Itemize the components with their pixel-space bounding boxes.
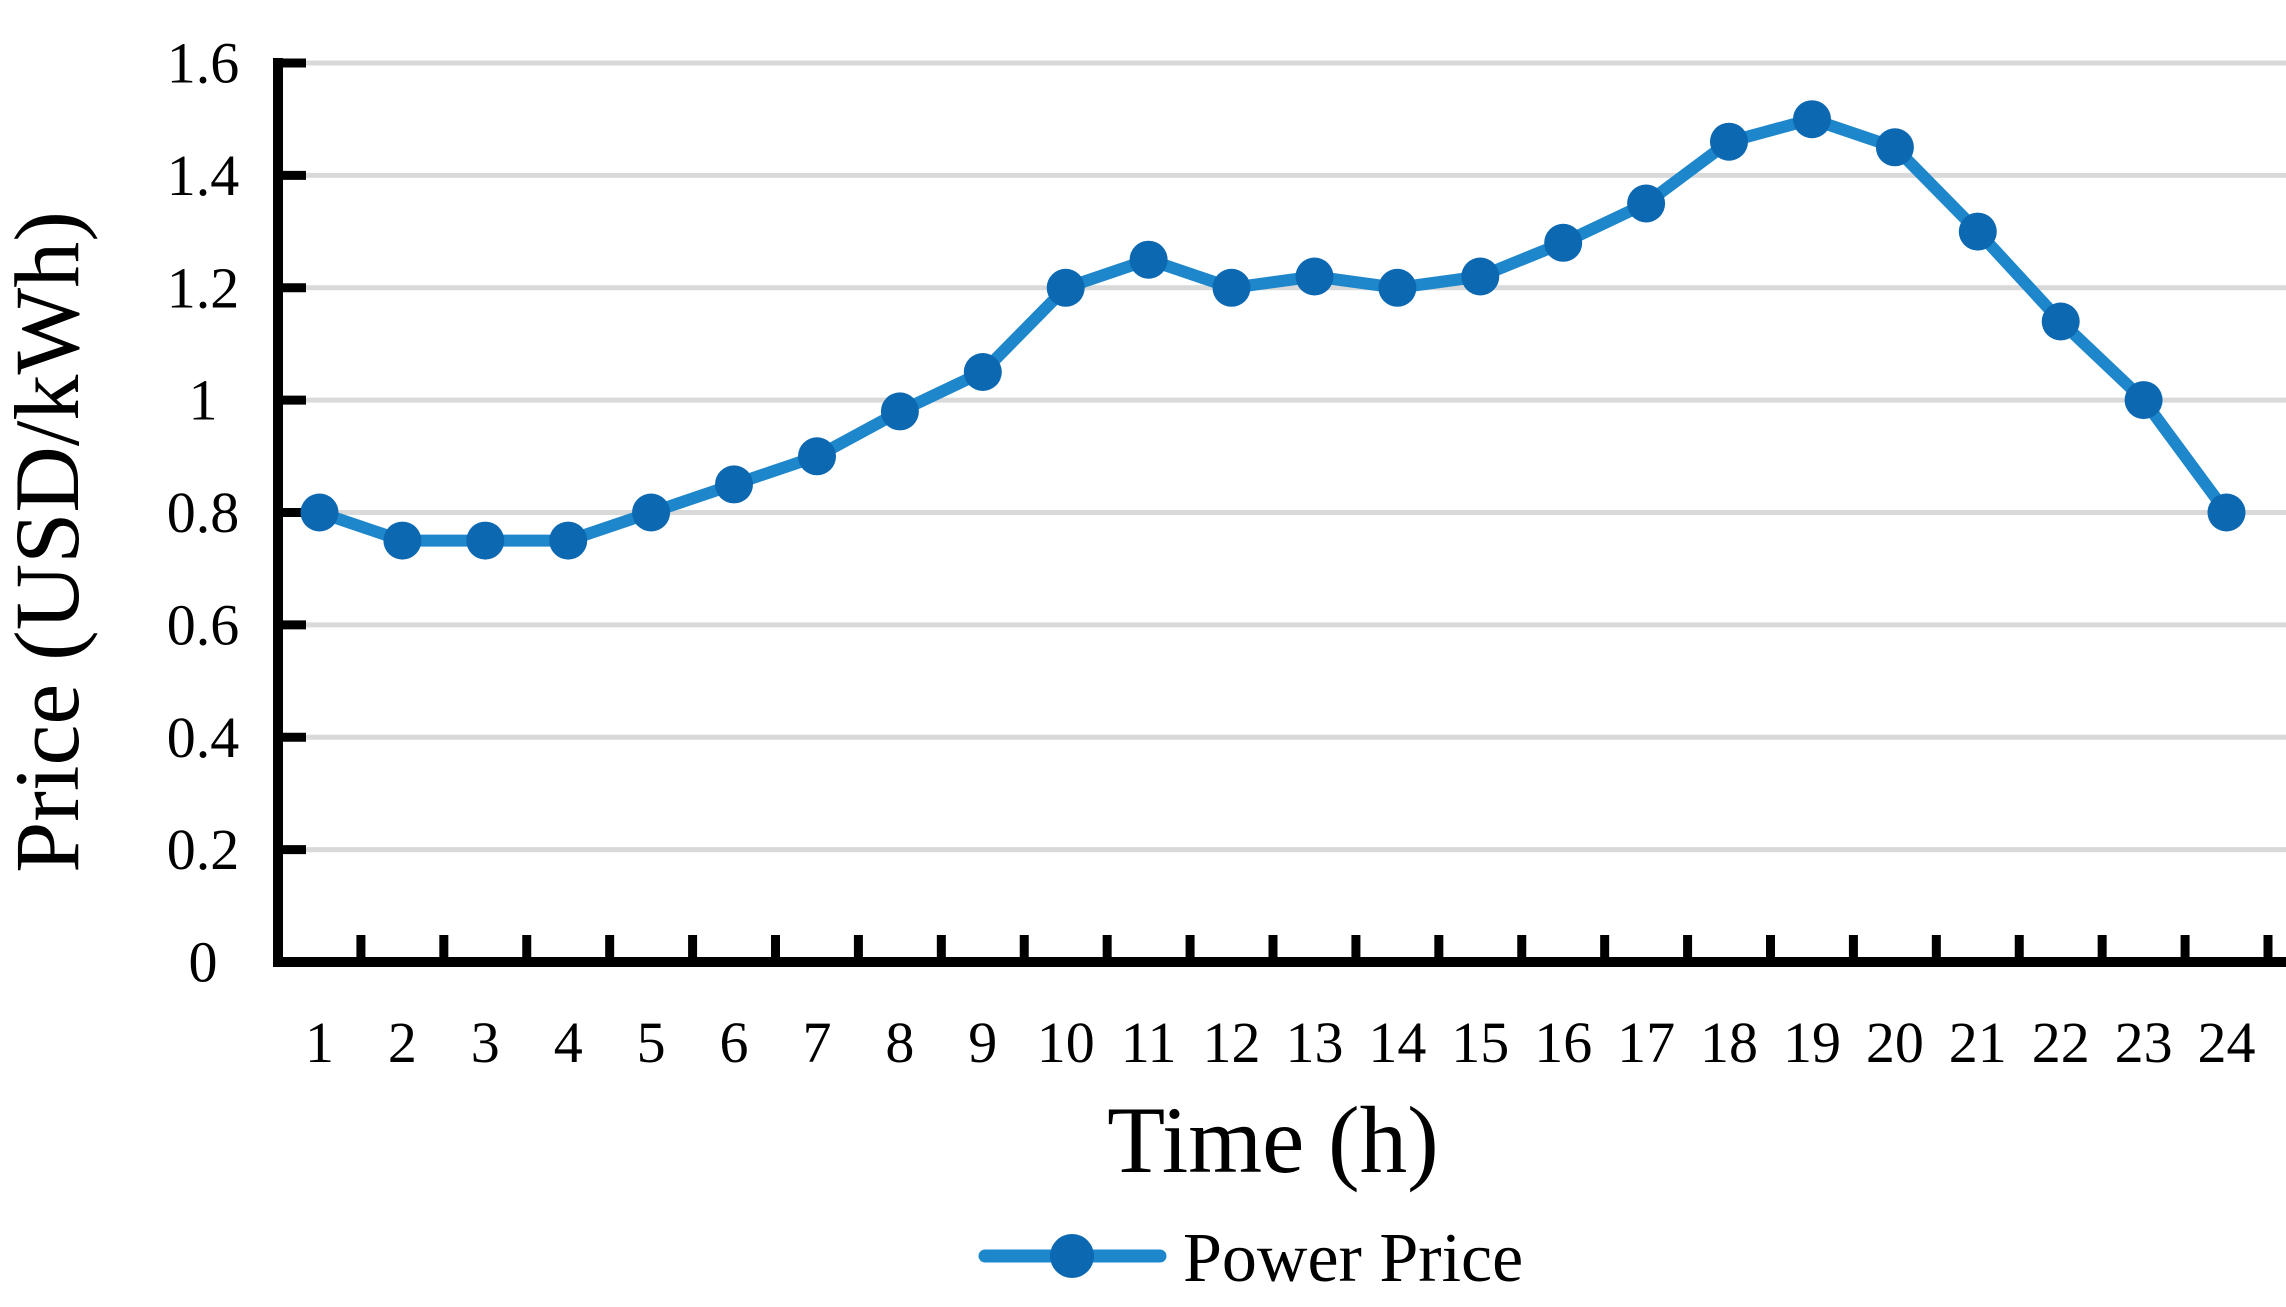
data-point-h17: [1627, 184, 1666, 223]
x-tick-label-3: 3: [471, 1010, 500, 1075]
y-tick-label-1.4: 1.4: [167, 143, 240, 208]
data-point-h3: [466, 521, 505, 560]
x-tick-label-9: 9: [968, 1010, 997, 1075]
data-point-h20: [1875, 128, 1914, 167]
data-point-h18: [1710, 122, 1748, 161]
legend-marker: [1050, 1234, 1094, 1278]
data-point-h21: [1958, 212, 1997, 251]
x-tick-label-22: 22: [2032, 1010, 2090, 1075]
data-point-h8: [880, 392, 919, 431]
data-point-h24: [2207, 493, 2246, 532]
y-axis-title: Price (USD/kWh): [0, 211, 98, 873]
y-tick-labels: 0 0.2 0.4 0.6 0.8 1 1.2 1.4 1.6: [167, 31, 240, 995]
data-point-h5: [632, 493, 671, 532]
x-tick-label-21: 21: [1949, 1010, 2007, 1075]
x-tick-label-18: 18: [1700, 1010, 1758, 1075]
y-tick-label-0.6: 0.6: [167, 592, 240, 657]
data-point-h22: [2041, 302, 2080, 341]
x-tick-label-16: 16: [1534, 1010, 1592, 1075]
x-tick-label-11: 11: [1121, 1010, 1177, 1075]
x-tick-label-17: 17: [1617, 1010, 1675, 1075]
x-tick-label-6: 6: [720, 1010, 749, 1075]
data-point-h9: [963, 353, 1002, 391]
y-tick-label-1.6: 1.6: [167, 31, 240, 96]
data-point-h23: [2124, 381, 2163, 420]
axes: [273, 58, 2286, 967]
data-point-h16: [1544, 223, 1583, 262]
data-point-h19: [1793, 100, 1831, 139]
data-point-h1: [300, 493, 339, 532]
series-line: [313, 113, 2233, 547]
data-point-h10: [1046, 268, 1085, 307]
y-tick-label-0: 0: [189, 930, 218, 995]
data-point-h13: [1295, 257, 1334, 296]
x-tick-label-24: 24: [2198, 1010, 2256, 1075]
x-axis-title: Time (h): [1107, 1087, 1439, 1193]
x-tick-label-8: 8: [885, 1010, 914, 1075]
y-tick-label-1: 1: [189, 368, 218, 433]
x-tick-labels: 1 2 3 4 5 6 7 8 9 10 11 12 13 14 15 16 17 18 19 20 21 22 23 24: [305, 1010, 2256, 1075]
x-tick-label-2: 2: [388, 1010, 417, 1075]
y-tick-label-0.2: 0.2: [167, 817, 240, 882]
y-tick-label-0.8: 0.8: [167, 480, 240, 545]
x-tick-label-19: 19: [1783, 1010, 1841, 1075]
x-tick-label-1: 1: [305, 1010, 334, 1075]
y-tick-label-0.4: 0.4: [167, 705, 240, 770]
data-point-h15: [1461, 257, 1500, 296]
x-tick-label-20: 20: [1866, 1010, 1924, 1075]
legend: Power Price: [978, 1220, 1523, 1297]
x-tick-label-15: 15: [1451, 1010, 1509, 1075]
data-point-h14: [1378, 268, 1417, 307]
y-tick-label-1.2: 1.2: [167, 255, 240, 320]
series-power-price: [300, 100, 2246, 560]
data-point-h11: [1129, 240, 1168, 279]
data-point-h7: [798, 437, 836, 476]
gridlines: [278, 60, 2286, 853]
x-tick-label-14: 14: [1368, 1010, 1426, 1075]
x-tick-label-12: 12: [1203, 1010, 1261, 1075]
x-tick-label-23: 23: [2115, 1010, 2173, 1075]
data-point-h12: [1212, 268, 1251, 307]
x-tick-label-5: 5: [637, 1010, 666, 1075]
x-tick-label-13: 13: [1285, 1010, 1343, 1075]
data-point-h4: [549, 521, 588, 560]
legend-label: Power Price: [1183, 1220, 1523, 1297]
x-tick-label-7: 7: [802, 1010, 831, 1075]
data-point-h6: [715, 465, 753, 504]
data-point-h2: [383, 521, 422, 560]
x-tick-label-10: 10: [1037, 1010, 1095, 1075]
x-tick-label-4: 4: [554, 1010, 583, 1075]
